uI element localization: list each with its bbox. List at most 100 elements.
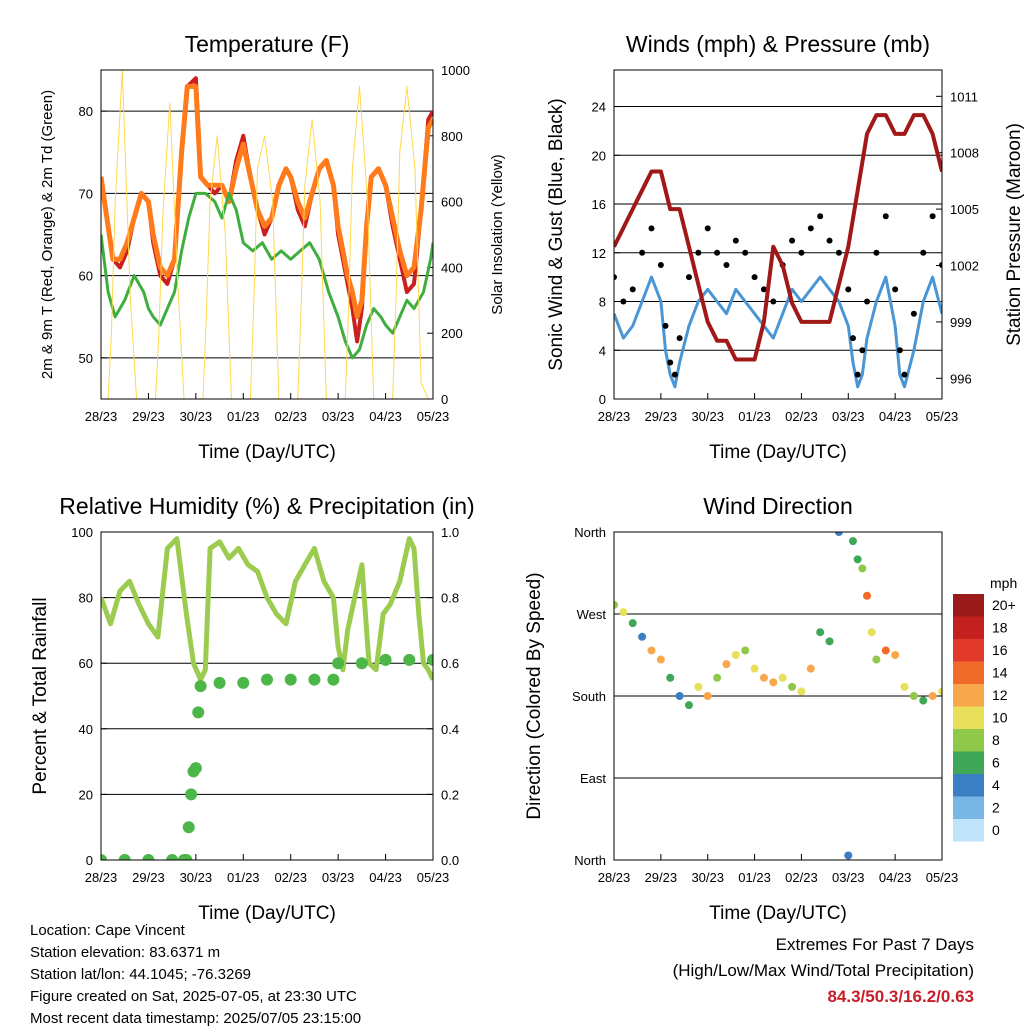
x-axis-label: Time (Day/UTC) (198, 442, 336, 463)
precip-point (403, 653, 416, 666)
y-tick-label: North (574, 525, 606, 540)
gust-point (854, 371, 861, 378)
x-tick-label: 30/23 (691, 409, 724, 424)
y-right-tick-label: 999 (950, 315, 972, 330)
x-tick-label: 03/23 (832, 870, 865, 885)
y-tick-label: North (574, 853, 606, 868)
direction-point (848, 537, 857, 546)
direction-point (909, 692, 918, 700)
direction-point (778, 673, 787, 682)
gust-point (892, 286, 899, 293)
precip-point (379, 653, 392, 666)
colorbar-label: 10 (992, 710, 1008, 726)
direction-point (647, 646, 656, 655)
direction-point (769, 678, 778, 687)
extremes-block: Extremes For Past 7 Days (High/Low/Max W… (673, 932, 974, 1010)
direction-point (834, 532, 843, 536)
y-right-tick-label: 1008 (950, 146, 979, 161)
direction-point (928, 692, 937, 700)
2m-td-line (101, 191, 433, 360)
station-info: Location: Cape Vincent Station elevation… (30, 920, 361, 1030)
colorbar-label: 14 (992, 665, 1008, 681)
y-right-tick-label: 400 (441, 260, 463, 275)
chart-direction: Wind Direction Time (Day/UTC) 28/23 29/23 30… (524, 493, 1017, 924)
gust-point (732, 237, 739, 244)
y-tick-label: 80 (79, 591, 93, 606)
series-group (101, 536, 433, 860)
gust-point (826, 237, 833, 244)
gust-point (614, 274, 617, 281)
x-tick-label: 28/23 (598, 409, 631, 424)
colorbar-swatch (953, 639, 984, 662)
colorbar-swatch (953, 661, 984, 684)
y-tick-label: 40 (79, 722, 93, 737)
x-tick-label: 01/23 (227, 409, 260, 424)
chart-temperature: Temperature (F) Time (Day/UTC) 28/23 29/23 3… (39, 31, 506, 463)
direction-point (741, 646, 750, 655)
direction-point (638, 632, 647, 641)
station-pressure-line (614, 113, 942, 362)
x-tick-label: 02/23 (274, 409, 307, 424)
y-right-axis-label: Station Pressure (Maroon) (1004, 123, 1024, 346)
y-right-tick-label: 0.8 (441, 591, 459, 606)
created-text: Figure created on Sat, 2025-07-05, at 23… (30, 988, 357, 1005)
direction-point (614, 600, 618, 609)
direction-point (722, 660, 731, 669)
x-tick-label: 03/23 (322, 870, 355, 885)
direction-point (872, 655, 881, 664)
y-tick-label: 4 (599, 343, 606, 358)
y-right-tick-label: 200 (441, 326, 463, 341)
x-axis-label: Time (Day/UTC) (709, 442, 847, 463)
y-tick-label: South (572, 689, 606, 704)
y-tick-label: 20 (79, 787, 93, 802)
colorbar-swatch (953, 729, 984, 752)
extremes-value: 84.3/50.3/16.2/0.63 (827, 987, 974, 1006)
chart-title: Relative Humidity (%) & Precipitation (i… (59, 493, 474, 519)
direction-point (788, 682, 797, 691)
x-tick-label: 30/23 (691, 870, 724, 885)
x-tick-label: 30/23 (180, 409, 213, 424)
precip-point (189, 762, 202, 775)
x-tick-label: 04/23 (879, 870, 912, 885)
x-tick-label: 28/23 (85, 409, 118, 424)
gust-point (920, 249, 927, 256)
x-tick-label: 01/23 (227, 870, 260, 885)
y-right-tick-label: 0.4 (441, 722, 459, 737)
x-tick-label: 29/23 (645, 409, 678, 424)
y-tick-label: 16 (592, 197, 606, 212)
direction-point (619, 608, 628, 617)
x-tick-label: 28/23 (85, 870, 118, 885)
chart-winds: Winds (mph) & Pressure (mb) Time (Day/UTC… (546, 31, 1024, 463)
gust-point (657, 261, 664, 268)
gust-point (807, 225, 814, 232)
direction-point (797, 687, 806, 696)
direction-point (759, 673, 768, 682)
y-right-tick-label: 1002 (950, 259, 979, 274)
direction-point (938, 687, 942, 696)
gust-point (896, 347, 903, 354)
extremes-subtitle: (High/Low/Max Wind/Total Precipitation) (672, 961, 974, 980)
direction-point (684, 701, 693, 710)
colorbar-label: 20+ (992, 597, 1016, 613)
direction-point (675, 692, 684, 700)
x-tick-label: 04/23 (879, 409, 912, 424)
y-tick-label: West (577, 607, 607, 622)
colorbar-swatch (953, 774, 984, 797)
direction-point (656, 655, 665, 664)
direction-point (825, 637, 834, 646)
gust-point (695, 249, 702, 256)
y-right-tick-label: 0.0 (441, 853, 459, 868)
y-tick-label: 80 (79, 104, 93, 119)
direction-point (628, 619, 637, 628)
direction-point (713, 673, 722, 682)
colorbar-label: 4 (992, 777, 1000, 793)
colorbar-label: 16 (992, 642, 1008, 658)
precip-point (192, 706, 205, 719)
gust-point (685, 274, 692, 281)
precip-point (194, 680, 207, 693)
y-tick-label: East (580, 771, 606, 786)
direction-point (731, 651, 740, 659)
gust-point (910, 310, 917, 317)
y-axis-label: Sonic Wind & Gust (Blue, Black) (546, 98, 567, 370)
y-right-tick-label: 800 (441, 129, 463, 144)
